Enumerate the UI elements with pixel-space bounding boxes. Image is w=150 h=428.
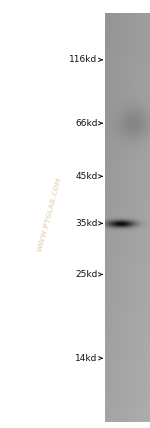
Text: 66kd: 66kd: [75, 119, 98, 128]
Text: 45kd: 45kd: [75, 172, 98, 181]
Text: 116kd: 116kd: [69, 55, 98, 64]
Text: 25kd: 25kd: [75, 270, 98, 279]
Text: WWW.PTGLAB.COM: WWW.PTGLAB.COM: [37, 176, 62, 252]
Text: 35kd: 35kd: [75, 219, 98, 228]
Text: 14kd: 14kd: [75, 354, 98, 363]
